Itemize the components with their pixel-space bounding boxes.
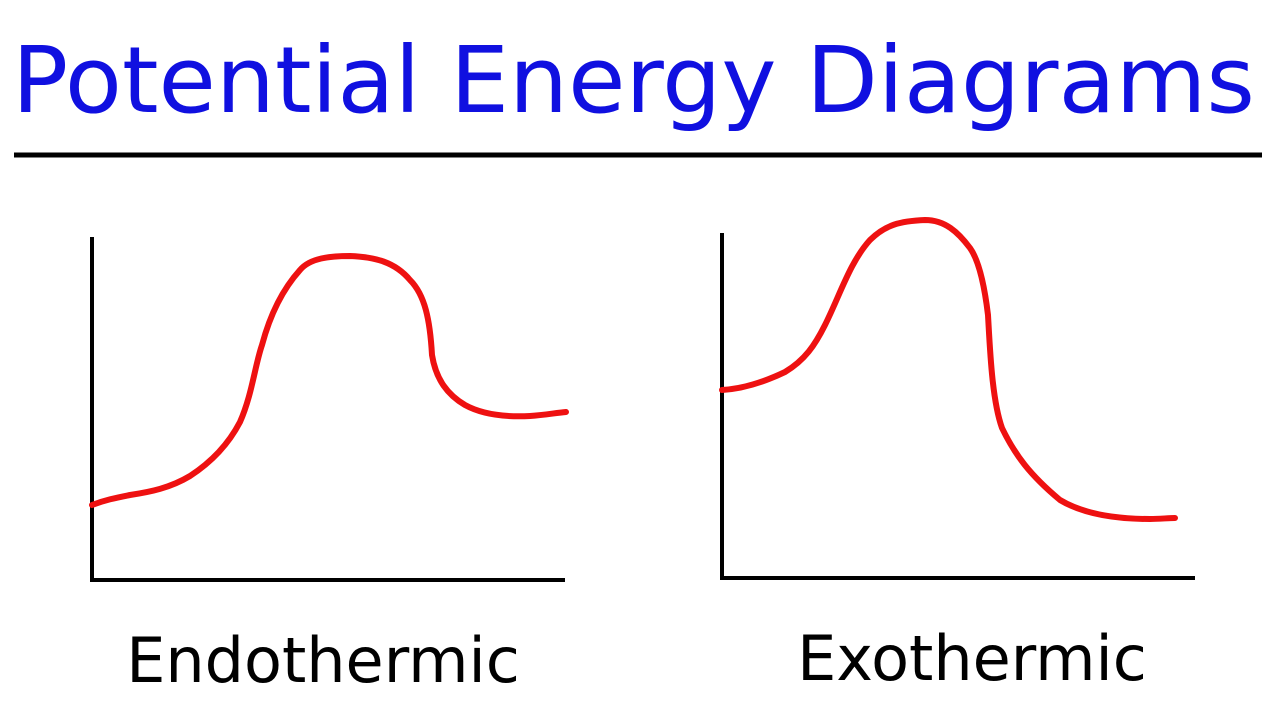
title: Potential Energy Diagrams [12, 27, 1255, 134]
energy-curve [89, 253, 569, 508]
diagram-label: Exothermic [797, 622, 1147, 695]
axes [720, 233, 1195, 580]
energy-curve [719, 217, 1178, 522]
diagram-label: Endothermic [126, 624, 520, 697]
endothermic-diagram: Endothermic [89, 237, 569, 697]
exothermic-diagram: Exothermic [719, 217, 1195, 695]
axes [90, 237, 565, 582]
